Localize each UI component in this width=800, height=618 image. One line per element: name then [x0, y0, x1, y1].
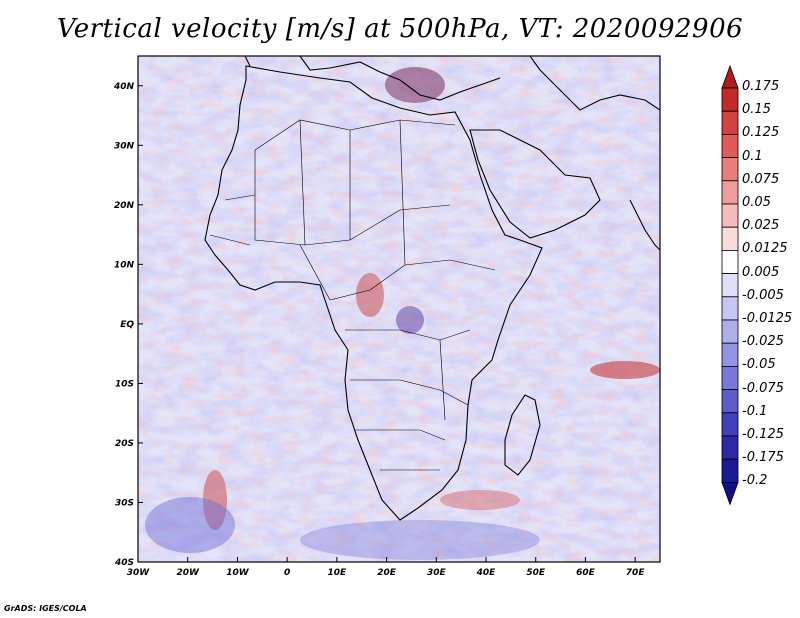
longitude-axis: 30W 20W 10W 0 10E 20E 30E 40E 50E 60E 70E [127, 557, 646, 578]
colorbar-level-label: 0.125 [742, 125, 780, 141]
lon-tick-label: 60E [576, 568, 596, 578]
lat-tick-label: 40N [113, 82, 135, 92]
colorbar-swatch [721, 412, 739, 437]
colorbar-level-label: -0.1 [742, 403, 768, 419]
colorbar-level-label: 0.0125 [742, 241, 788, 257]
ascent-patch-south-africa [440, 490, 520, 510]
lon-tick-label: 0 [284, 568, 290, 578]
descent-patch-southern-ocean [300, 520, 540, 560]
colorbar-level-label: -0.175 [742, 450, 784, 466]
descent-patch-south-atlantic [145, 497, 235, 553]
colorbar-level-label: 0.1 [742, 148, 763, 164]
colorbar-level-label: -0.125 [742, 427, 784, 442]
colorbar-max-arrow [721, 64, 739, 89]
africa-coastline [204, 65, 543, 521]
lon-tick-label: 30E [427, 568, 447, 578]
ascent-patch-indian-ocean [590, 361, 660, 379]
lon-tick-label: 30W [127, 568, 151, 578]
latitude-axis: 40N 30N 20N 10N EQ 10S 20S 30S 40S [113, 82, 143, 568]
colorbar-swatch [721, 296, 739, 321]
europe-coastline [244, 56, 660, 111]
colorbar-level-label: 0.025 [742, 218, 780, 234]
map-title: Vertical velocity [m/s] at 500hPa, VT: 2… [56, 14, 744, 44]
colorbar-level-label: -0.075 [742, 380, 784, 396]
lat-tick-label: 40S [114, 558, 134, 568]
colorbar-level-label: -0.2 [742, 473, 768, 489]
colorbar-level-label: 0.175 [742, 79, 780, 94]
colorbar-swatch [721, 273, 739, 298]
lat-tick-label: 10N [114, 260, 135, 270]
colorbar-swatch [721, 133, 739, 158]
colorbar-min-arrow [721, 481, 739, 506]
ascent-patch-mediterranean [385, 67, 445, 103]
lon-tick-label: 20E [377, 568, 397, 578]
india-coastline [629, 199, 660, 251]
colorbar-swatch [721, 319, 739, 344]
arabia-coastline [469, 129, 601, 239]
colorbar-swatch [721, 249, 739, 274]
velocity-field [138, 56, 660, 562]
ascent-patch-congo [356, 273, 384, 317]
lat-tick-label: 30S [115, 498, 134, 508]
descent-patch-east-africa [396, 306, 424, 334]
lon-tick-label: 70E [626, 568, 646, 578]
colorbar-level-label: 0.05 [742, 195, 771, 210]
colorbar-swatch [721, 180, 739, 205]
colorbar-level-label: 0.005 [742, 264, 780, 280]
lon-tick-label: 10W [226, 568, 250, 578]
colorbar-level-label: -0.05 [742, 357, 776, 373]
colorbar [721, 64, 739, 506]
lat-tick-label: EQ [120, 320, 134, 330]
lon-tick-label: 50E [526, 568, 546, 578]
colorbar-swatch [721, 157, 739, 182]
colorbar-level-label: -0.0125 [742, 311, 793, 326]
map-frame-border [137, 55, 661, 563]
colorbar-level-label: -0.025 [742, 334, 784, 350]
credit-text: GrADS: IGES/COLA [4, 604, 87, 613]
madagascar-coastline [504, 394, 541, 476]
colorbar-swatch [721, 226, 739, 251]
colorbar-level-label: 0.15 [742, 102, 771, 118]
colorbar-level-label: 0.075 [742, 171, 780, 187]
colorbar-swatch [721, 110, 739, 135]
colorbar-swatch [721, 342, 739, 367]
colorbar-level-label: -0.005 [742, 287, 784, 303]
lat-tick-label: 20N [114, 201, 135, 211]
lon-tick-label: 20W [176, 568, 200, 578]
lon-tick-label: 10E [328, 568, 348, 578]
ascent-patch-south-atlantic [203, 470, 227, 530]
lat-tick-label: 10S [115, 379, 134, 389]
colorbar-swatch [721, 435, 739, 460]
lon-tick-label: 40E [476, 568, 497, 578]
lat-tick-label: 20S [115, 439, 134, 449]
lat-tick-label: 30N [114, 141, 135, 151]
colorbar-swatch [721, 458, 739, 483]
coastlines [204, 56, 660, 521]
colorbar-swatch [721, 203, 739, 228]
colorbar-swatch [721, 389, 739, 414]
colorbar-swatch [721, 87, 739, 112]
colorbar-swatch [721, 365, 739, 390]
country-borders [209, 119, 496, 471]
